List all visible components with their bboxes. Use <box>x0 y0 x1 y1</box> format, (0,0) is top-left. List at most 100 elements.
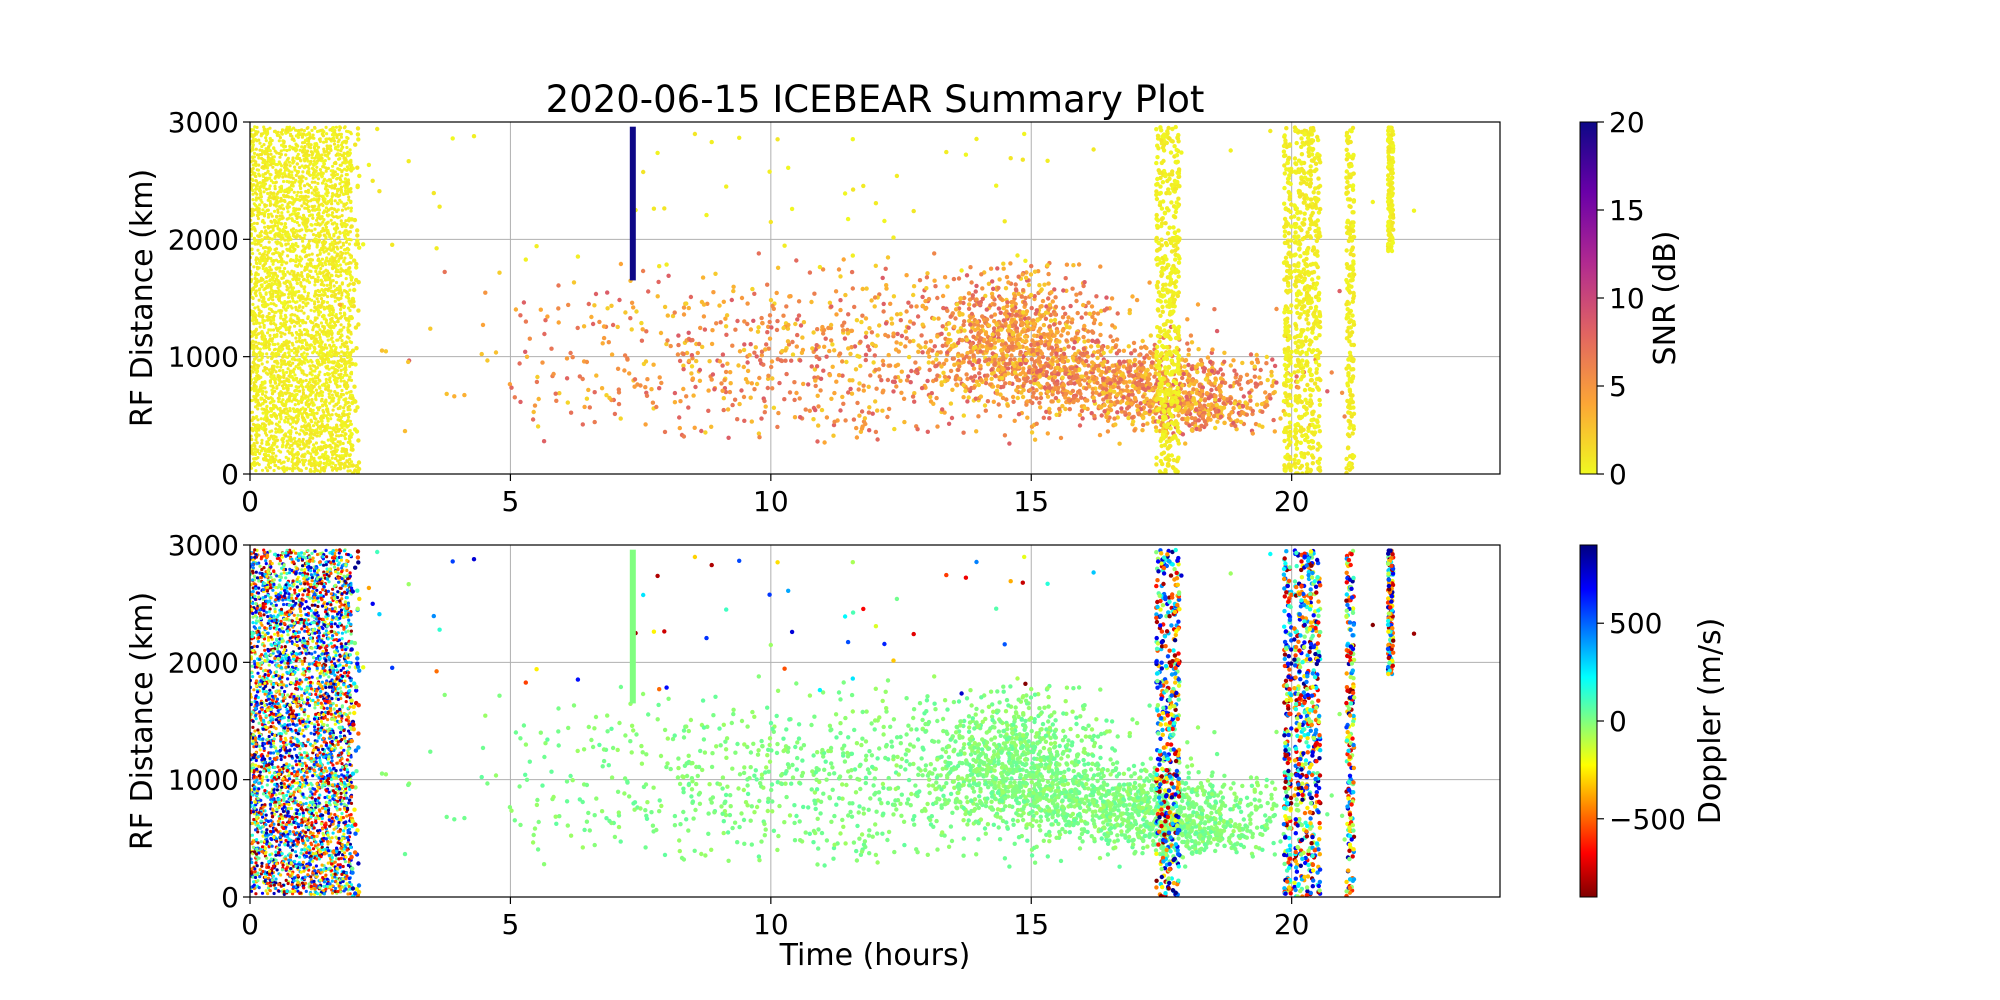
snr-data-point <box>346 130 350 134</box>
snr-data-point <box>974 283 979 289</box>
snr-data-point <box>287 354 292 358</box>
snr-data-point <box>335 135 339 140</box>
snr-data-point <box>1005 300 1010 305</box>
snr-data-point <box>321 226 325 231</box>
snr-data-point <box>311 275 315 279</box>
snr-data-point <box>281 398 285 402</box>
snr-data-point <box>314 388 318 392</box>
snr-data-point <box>1012 418 1017 423</box>
snr-data-point <box>270 444 274 448</box>
snr-data-point <box>281 276 285 280</box>
snr-data-point <box>282 322 286 326</box>
snr-data-point <box>289 244 293 249</box>
snr-data-point <box>286 417 290 421</box>
snr-data-point <box>1014 312 1019 317</box>
snr-data-point <box>252 151 257 155</box>
snr-data-point <box>306 142 310 146</box>
snr-data-point <box>284 355 288 359</box>
snr-data-point <box>254 340 258 344</box>
snr-data-point <box>338 288 342 293</box>
snr-data-point <box>256 448 260 452</box>
snr-data-point <box>285 370 289 374</box>
snr-data-point <box>250 222 254 226</box>
snr-data-point <box>316 275 320 279</box>
snr-data-point <box>320 216 324 220</box>
snr-data-point <box>267 318 271 322</box>
snr-data-point <box>275 361 279 365</box>
snr-data-point <box>313 302 317 306</box>
snr-data-point <box>346 261 351 266</box>
snr-data-point <box>300 333 304 337</box>
snr-data-point <box>341 456 345 460</box>
snr-data-point <box>251 146 255 150</box>
snr-data-point <box>341 251 345 255</box>
snr-data-point <box>1061 305 1066 311</box>
snr-data-point <box>318 427 322 431</box>
snr-data-point <box>254 319 258 323</box>
snr-data-point <box>938 350 943 355</box>
snr-data-point <box>1064 262 1070 267</box>
snr-data-point <box>261 173 265 177</box>
snr-data-point <box>292 462 296 466</box>
snr-data-point <box>278 369 282 373</box>
snr-data-point <box>269 142 273 146</box>
snr-data-point <box>257 463 261 467</box>
snr-data-point <box>333 452 337 456</box>
snr-data-point <box>298 304 302 308</box>
snr-data-point <box>295 388 299 393</box>
snr-data-point <box>296 458 300 462</box>
snr-data-point <box>313 464 317 468</box>
snr-data-point <box>253 383 257 387</box>
snr-data-point <box>281 393 285 398</box>
snr-data-point <box>324 235 328 239</box>
snr-data-point <box>346 405 350 409</box>
snr-data-point <box>315 411 319 415</box>
snr-data-point <box>290 321 294 325</box>
snr-data-point <box>330 468 335 472</box>
snr-data-point <box>273 279 277 283</box>
snr-data-point <box>257 433 261 437</box>
snr-data-point <box>286 295 291 300</box>
snr-data-point <box>262 131 266 135</box>
snr-data-point <box>318 223 322 227</box>
snr-data-point <box>985 346 990 352</box>
snr-data-point <box>322 425 326 429</box>
snr-data-point <box>286 130 290 134</box>
snr-data-point <box>339 354 343 358</box>
snr-data-point <box>925 271 930 276</box>
snr-data-point <box>353 142 358 147</box>
snr-data-point <box>321 264 325 268</box>
snr-data-point <box>356 438 361 443</box>
snr-data-point <box>333 128 337 133</box>
snr-data-point <box>286 242 290 246</box>
snr-data-point <box>332 370 336 374</box>
snr-data-point <box>313 300 317 304</box>
snr-data-point <box>299 281 303 285</box>
snr-data-point <box>325 228 329 232</box>
snr-data-point <box>258 234 262 238</box>
snr-data-point <box>285 247 289 251</box>
snr-data-point <box>326 419 330 423</box>
snr-data-point <box>285 231 289 235</box>
snr-data-point <box>326 295 330 299</box>
snr-data-point <box>275 445 279 449</box>
snr-data-point <box>260 427 264 431</box>
snr-data-point <box>303 233 307 237</box>
snr-data-point <box>296 450 300 455</box>
snr-data-point <box>271 181 275 185</box>
snr-data-point <box>322 150 326 154</box>
snr-data-point <box>324 414 328 418</box>
snr-data-point <box>342 379 346 383</box>
snr-data-point <box>1013 282 1018 287</box>
snr-data-point <box>355 126 361 131</box>
snr-data-point <box>339 433 343 437</box>
snr-data-point <box>289 430 293 434</box>
snr-data-point <box>278 425 282 429</box>
snr-data-point <box>306 275 310 279</box>
snr-data-point <box>301 132 306 136</box>
snr-data-point <box>971 353 976 358</box>
snr-data-point <box>278 155 282 159</box>
snr-data-point <box>324 377 328 382</box>
snr-data-point <box>1255 360 1261 365</box>
